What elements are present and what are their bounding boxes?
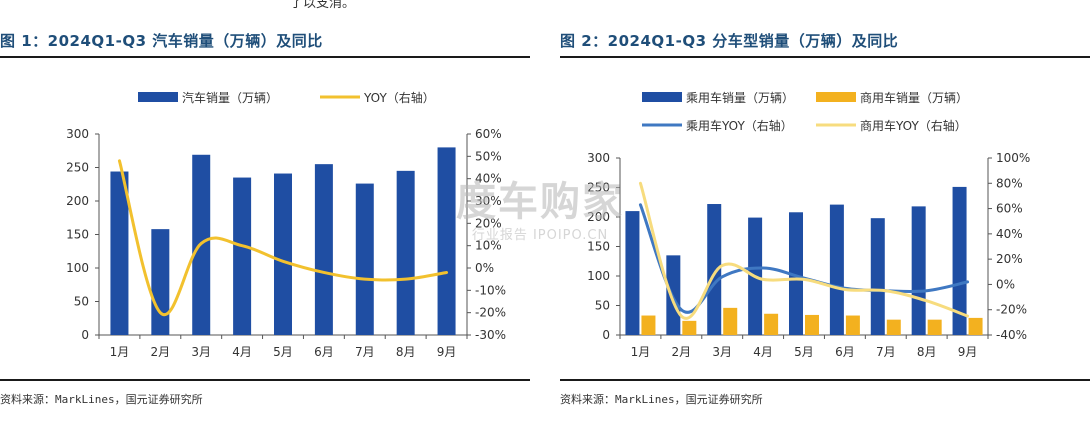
y2-tick-label: 20% (475, 216, 502, 230)
x-tick-label: 2月 (151, 345, 171, 359)
top-truncated-text: 了以支消。 (290, 0, 356, 11)
legend-swatch (642, 92, 682, 102)
y2-tick-label: -10% (475, 283, 506, 297)
y-tick-label: 200 (66, 194, 89, 208)
y-tick-label: 150 (587, 240, 610, 254)
bar-1 (151, 229, 170, 335)
y-tick-label: 50 (595, 299, 610, 313)
y-tick-label: 100 (587, 269, 610, 283)
bar-1 (110, 171, 129, 335)
bar-1 (625, 211, 640, 335)
y2-tick-label: 50% (475, 149, 502, 163)
bar-2 (968, 317, 983, 335)
y2-tick-label: 10% (475, 239, 502, 253)
bar-1 (274, 173, 292, 335)
y-tick-label: 300 (587, 151, 610, 165)
legend-label: 乘用车YOY（右轴） (686, 118, 793, 133)
y2-tick-label: -30% (475, 328, 506, 342)
x-tick-label: 1月 (110, 345, 130, 359)
x-tick-label: 9月 (437, 345, 457, 359)
bar-1 (437, 147, 456, 335)
y2-tick-label: 100% (996, 151, 1030, 165)
series-line-1 (117, 159, 449, 317)
x-tick-label: 3月 (712, 345, 732, 359)
legend-label: 乘用车销量（万辆） (686, 90, 794, 105)
x-tick-label: 2月 (672, 345, 692, 359)
x-tick-label: 8月 (396, 345, 416, 359)
source-note: 资料来源：MarkLines，国元证券研究所 (560, 393, 763, 406)
series-line-1 (638, 203, 970, 314)
bar-1 (829, 204, 844, 335)
y2-tick-label: 60% (996, 202, 1023, 216)
legend-swatch (138, 92, 178, 102)
bar-1 (396, 170, 415, 335)
chart-title: 图 2：2024Q1-Q3 分车型销量（万辆）及同比 (560, 32, 899, 50)
y-tick-label: 0 (602, 328, 610, 342)
bar-2 (927, 319, 942, 335)
x-tick-label: 8月 (917, 345, 937, 359)
x-tick-label: 3月 (191, 345, 211, 359)
bar-1 (789, 212, 803, 335)
x-tick-label: 4月 (232, 345, 252, 359)
bar-1 (233, 177, 252, 335)
title-rule (0, 56, 530, 58)
y2-tick-label: -40% (996, 328, 1027, 342)
x-tick-label: 5月 (794, 345, 814, 359)
bottom-rule (0, 379, 530, 381)
chart-panel-1: 图 1：2024Q1-Q3 汽车销量（万辆）及同比 0 50 100 150 200 25… (0, 0, 530, 442)
y-tick-label: 250 (587, 181, 610, 195)
chart-1-svg: 0 50 100 150 200 250 300 -30% -20% -10% 0% 10% 20% 30… (66, 90, 506, 359)
series-line-2 (638, 181, 970, 320)
bar-2 (845, 315, 860, 335)
chart-2-svg: 0 50 100 150 200 250 300 -40% -20% 0% 20% 40% 60% 80%… (587, 90, 1030, 359)
x-tick-label: 7月 (355, 345, 375, 359)
y-tick-label: 0 (81, 328, 89, 342)
y2-tick-label: 30% (475, 194, 502, 208)
y2-tick-label: 40% (996, 227, 1023, 241)
title-rule (560, 56, 1090, 58)
bar-2 (764, 313, 779, 335)
x-tick-label: 6月 (835, 345, 855, 359)
x-tick-label: 4月 (753, 345, 773, 359)
y2-tick-label: 0% (475, 261, 494, 275)
bar-1 (707, 204, 722, 335)
bar-2 (682, 320, 697, 335)
legend-label: 商用车YOY（右轴） (860, 118, 967, 133)
bar-2 (641, 315, 656, 335)
bar-1 (952, 186, 967, 335)
chart-title: 图 1：2024Q1-Q3 汽车销量（万辆）及同比 (0, 32, 323, 50)
chart-panel-2: 图 2：2024Q1-Q3 分车型销量（万辆）及同比 0 50 100 150 200 2… (560, 0, 1092, 442)
legend-label: YOY（右轴） (363, 90, 435, 105)
y-tick-label: 200 (587, 210, 610, 224)
y2-tick-label: -20% (996, 303, 1027, 317)
x-tick-label: 7月 (876, 345, 896, 359)
bar-2 (886, 319, 901, 335)
y-tick-label: 150 (66, 228, 89, 242)
y-tick-label: 50 (74, 295, 89, 309)
y-tick-label: 100 (66, 261, 89, 275)
y2-tick-label: 20% (996, 252, 1023, 266)
x-tick-label: 9月 (958, 345, 978, 359)
bar-1 (355, 183, 374, 335)
y2-tick-label: 0% (996, 277, 1015, 291)
y2-tick-label: 40% (475, 172, 502, 186)
source-note: 资料来源：MarkLines，国元证券研究所 (0, 393, 203, 406)
bar-2 (723, 307, 738, 335)
bar-1 (870, 218, 885, 335)
x-tick-label: 5月 (273, 345, 293, 359)
legend-label: 汽车销量（万辆） (182, 90, 278, 105)
bottom-rule (560, 379, 1090, 381)
bar-1 (314, 164, 333, 335)
x-tick-label: 1月 (631, 345, 651, 359)
bar-1 (911, 206, 926, 335)
y2-tick-label: -20% (475, 306, 506, 320)
legend-swatch (816, 92, 856, 102)
y2-tick-label: 80% (996, 176, 1023, 190)
bar-2 (805, 314, 819, 335)
y-tick-label: 250 (66, 161, 89, 175)
legend-label: 商用车销量（万辆） (860, 90, 968, 105)
y2-tick-label: 60% (475, 127, 502, 141)
y-tick-label: 300 (66, 127, 89, 141)
x-tick-label: 6月 (314, 345, 334, 359)
